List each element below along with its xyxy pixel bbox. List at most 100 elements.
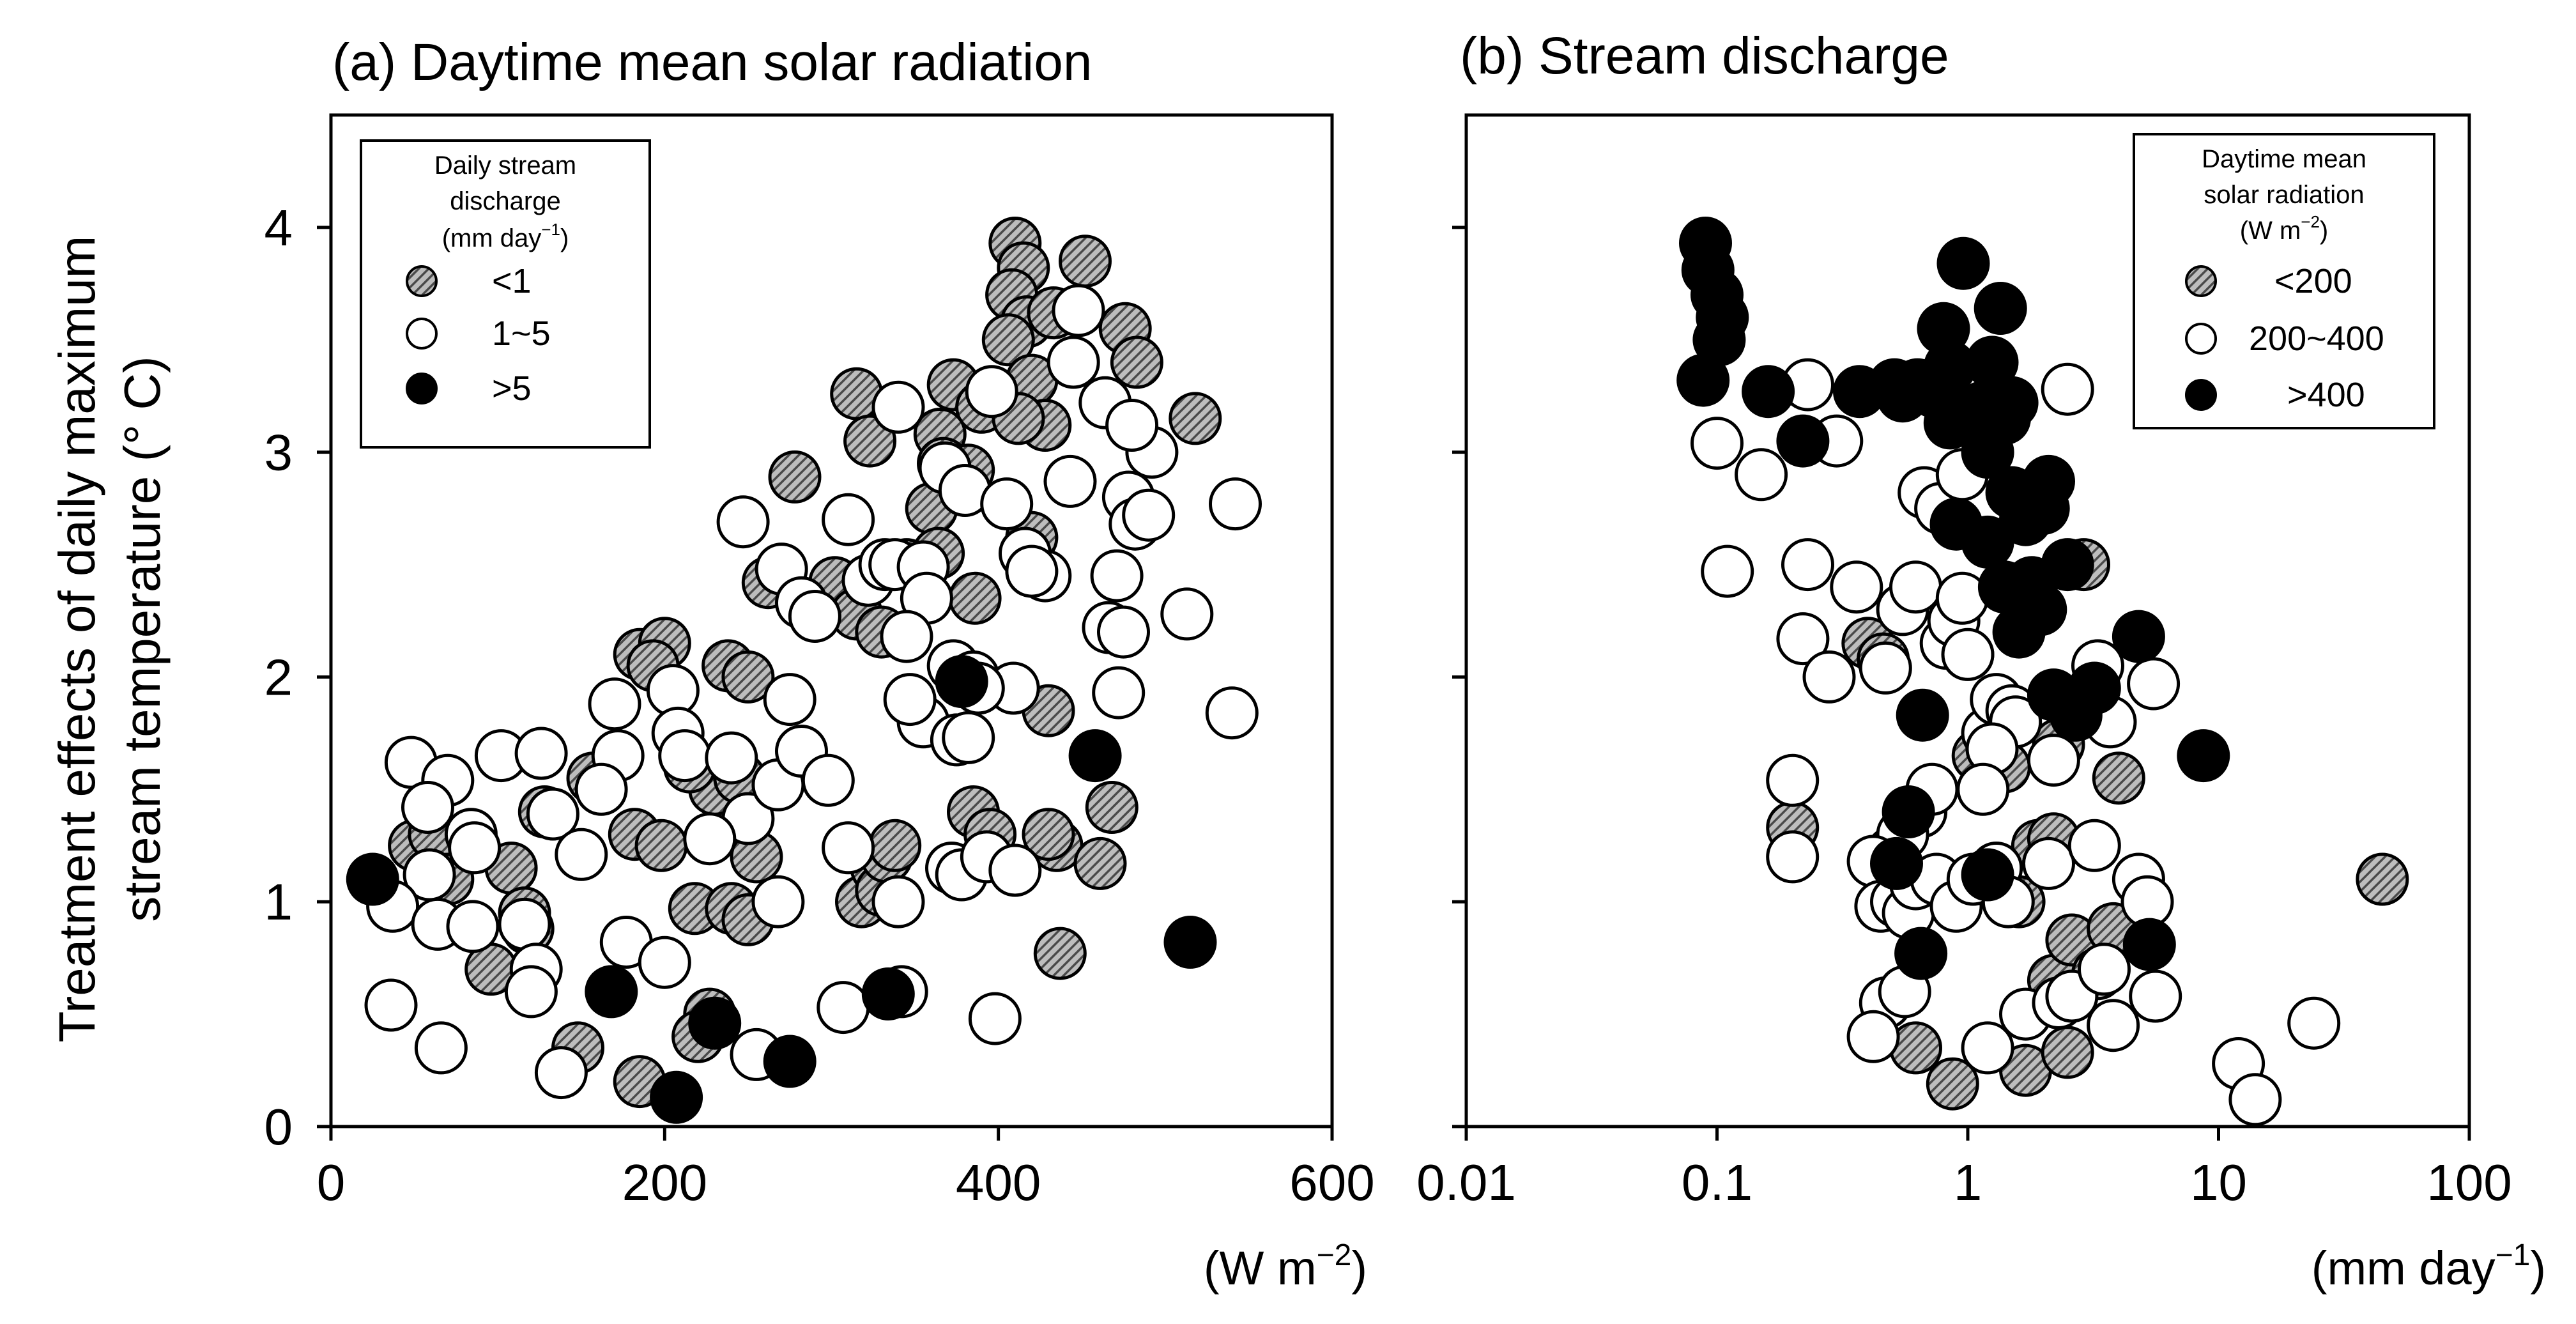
data-point-open-73 — [534, 1046, 588, 1100]
legend-a-label-lt1: <1 — [492, 262, 532, 300]
data-point-hatch-12 — [843, 414, 897, 468]
data-point-hatch-60 — [868, 819, 922, 872]
data-point-open-0 — [2041, 362, 2094, 416]
panel-a-legend-title-3-close: ) — [560, 224, 569, 252]
panel-a-legend-title-3: (mm day−1) — [442, 220, 569, 252]
data-point-solid-0 — [346, 852, 399, 906]
data-point-solid-7 — [1068, 729, 1122, 783]
panel-b-legend-box — [2133, 133, 2435, 429]
panel-a-legend: Daily stream discharge (mm day−1) <1 1~5… — [360, 139, 651, 449]
data-point-open-25 — [788, 590, 841, 643]
data-point-open-44 — [2022, 836, 2075, 890]
data-point-hatch-15 — [2356, 852, 2409, 906]
x-tick-label: 1 — [1954, 1154, 1982, 1211]
x-tick-label: 0.1 — [1682, 1154, 1752, 1211]
data-point-solid-43 — [1894, 927, 1948, 980]
data-point-open-4 — [965, 365, 1018, 419]
data-point-open-76 — [683, 812, 737, 866]
data-point-solid-28 — [1929, 497, 1983, 551]
data-point-open-81 — [871, 875, 925, 928]
data-point-hatch-7 — [1110, 335, 1163, 389]
data-point-solid-3 — [688, 996, 742, 1050]
data-point-solid-7 — [1776, 414, 1830, 468]
legend-b-label-200to400: 200~400 — [2249, 319, 2384, 358]
data-point-solid-41 — [1882, 785, 1935, 838]
data-point-open-87 — [968, 992, 1022, 1045]
data-point-open-5 — [1701, 544, 1754, 598]
legend-b-label-lt200: <200 — [2274, 262, 2352, 300]
data-point-open-61 — [448, 821, 502, 875]
panel-a-xlabel-close: ) — [1351, 1242, 1367, 1295]
data-point-open-3 — [871, 380, 925, 434]
data-point-solid-18 — [1974, 282, 2027, 335]
data-point-hatch-46 — [1085, 781, 1138, 834]
legend-b-marker-hatch — [2185, 265, 2217, 297]
x-tick-label: 200 — [622, 1154, 707, 1211]
data-point-open-46 — [658, 729, 712, 783]
data-point-solid-23 — [1977, 392, 2031, 445]
data-point-open-7 — [1830, 560, 1883, 614]
data-point-open-15 — [1122, 488, 1176, 542]
data-point-open-24 — [2027, 734, 2080, 787]
data-point-open-61 — [2228, 1073, 2282, 1127]
data-point-open-7 — [1209, 477, 1262, 531]
panel-b-legend-title-1: Daytime mean — [2202, 145, 2366, 173]
data-point-open-35 — [1092, 666, 1146, 720]
data-point-hatch-21 — [768, 450, 822, 504]
panel-a-title: (a) Daytime mean solar radiation — [332, 33, 1092, 91]
data-point-open-18 — [1097, 605, 1150, 659]
panel-b-xlabel-close: ) — [2530, 1242, 2546, 1295]
data-point-open-22 — [716, 495, 770, 549]
data-point-open-37 — [883, 673, 937, 727]
data-point-hatch-34 — [721, 650, 775, 704]
data-point-open-75 — [638, 935, 691, 989]
data-point-hatch-68 — [1033, 927, 1087, 980]
data-point-open-47 — [705, 731, 758, 785]
data-point-solid-42 — [1870, 836, 1923, 890]
data-point-open-8 — [1776, 612, 1830, 666]
data-point-open-68 — [498, 897, 551, 951]
legend-a-marker-hatch — [406, 265, 438, 297]
data-point-solid-37 — [2067, 661, 2121, 715]
data-point-open-54 — [574, 762, 628, 816]
y-tick-label: 4 — [264, 199, 293, 256]
legend-b-label-gt400: >400 — [2287, 376, 2365, 414]
data-point-open-41 — [1160, 587, 1214, 641]
data-point-open-21 — [822, 493, 875, 546]
ylabel-line2: stream temperature (° C) — [114, 356, 171, 922]
panel-a-legend-title-1: Daily stream — [434, 151, 576, 180]
data-point-hatch-14 — [2092, 751, 2145, 805]
data-point-hatch-44 — [1022, 808, 1075, 861]
panel-a-points — [346, 217, 1262, 1124]
x-tick-label: 0 — [317, 1154, 346, 1211]
data-point-hatch-25 — [948, 571, 1002, 625]
data-point-open-10 — [980, 477, 1034, 531]
data-point-open-48 — [1766, 753, 1820, 807]
data-point-open-58 — [2078, 943, 2131, 996]
data-point-open-31 — [880, 610, 933, 663]
data-point-solid-4 — [763, 1035, 816, 1088]
x-tick-label: 600 — [1289, 1154, 1374, 1211]
panel-b-title: (b) Stream discharge — [1460, 27, 1949, 85]
legend-a-label-1to5: 1~5 — [492, 314, 551, 353]
data-point-open-59 — [2129, 969, 2182, 1023]
panel-a-xlabel-sup: −2 — [1317, 1238, 1352, 1272]
data-point-solid-6 — [935, 655, 988, 708]
data-point-open-19 — [1941, 627, 1995, 681]
x-tick-label: 400 — [956, 1154, 1041, 1211]
data-point-open-10 — [1859, 641, 1912, 695]
data-point-solid-5 — [1676, 353, 1730, 407]
data-point-solid-5 — [861, 967, 915, 1020]
data-point-open-27 — [2127, 657, 2181, 711]
legend-a-marker-open — [406, 318, 438, 350]
panel-a-legend-title-3-text: (mm day — [442, 224, 542, 252]
legend-b-marker-solid — [2185, 379, 2217, 411]
data-point-solid-34 — [2014, 583, 2067, 636]
data-point-hatch-45 — [1073, 836, 1127, 890]
data-point-open-49 — [1766, 830, 1820, 884]
data-point-hatch-8 — [981, 313, 1035, 367]
data-point-solid-8 — [1163, 916, 1217, 969]
panel-b-xlabel: (mm day−1) — [2312, 1238, 2546, 1295]
panel-b-legend-title-3-sup: −2 — [2301, 212, 2320, 231]
data-point-solid-39 — [2177, 729, 2230, 783]
